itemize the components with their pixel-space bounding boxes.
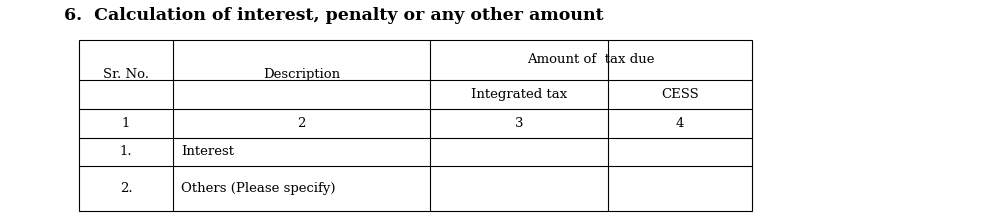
Text: 2: 2 (298, 117, 306, 130)
Text: 1: 1 (122, 117, 131, 130)
Text: Description: Description (263, 68, 340, 81)
Text: Amount of  tax due: Amount of tax due (527, 53, 655, 66)
Text: Others (Please specify): Others (Please specify) (181, 182, 335, 195)
Text: CESS: CESS (661, 88, 699, 101)
Text: Interest: Interest (181, 145, 234, 158)
Text: Integrated tax: Integrated tax (471, 88, 568, 101)
Text: 1.: 1. (120, 145, 133, 158)
Text: Sr. No.: Sr. No. (103, 68, 149, 81)
Text: 2.: 2. (120, 182, 133, 195)
Bar (79, 40, 752, 211)
Text: 4: 4 (675, 117, 684, 130)
Text: 6.  Calculation of interest, penalty or any other amount: 6. Calculation of interest, penalty or a… (64, 7, 604, 24)
Text: 3: 3 (515, 117, 523, 130)
